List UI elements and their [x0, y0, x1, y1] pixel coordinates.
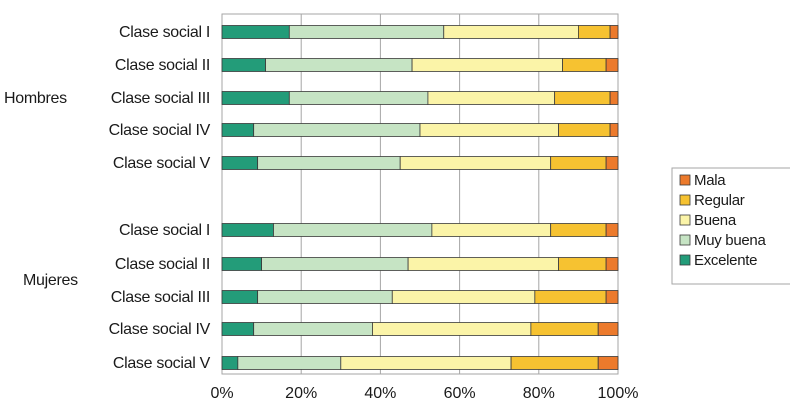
legend-label: Excelente — [694, 252, 757, 269]
group-labels: Hombres Mujeres — [4, 90, 78, 289]
category-label: Clase social V — [113, 155, 211, 172]
bar-segment-buena — [427, 91, 556, 105]
bar-segment-regular — [510, 356, 599, 370]
legend-label: Mala — [694, 172, 726, 189]
legend-swatch — [679, 214, 691, 226]
legend-swatch — [679, 194, 691, 206]
bar-segment-regular — [550, 223, 607, 237]
legend-label: Regular — [694, 192, 745, 209]
grid-lines — [221, 13, 619, 375]
x-tick-label: 80% — [523, 385, 555, 402]
bar-segment-mala — [605, 156, 619, 170]
bar-segment-buena — [340, 356, 512, 370]
x-tick-label: 60% — [444, 385, 476, 402]
group-label: Hombres — [4, 90, 67, 107]
bar-segment-regular — [550, 156, 607, 170]
bar-segment-mala — [605, 290, 619, 304]
bar-segment-muy-buena — [288, 25, 445, 39]
bar-segment-regular — [554, 91, 611, 105]
bar-segment-mala — [597, 322, 619, 336]
legend: Mala Regular Buena Muy buena Excelente — [671, 167, 790, 285]
bar-segment-mala — [609, 123, 619, 137]
bar-segment-muy-buena — [257, 290, 393, 304]
bar-segment-regular — [562, 58, 607, 72]
category-label: Clase social IV — [109, 122, 211, 139]
bar-segment-buena — [443, 25, 579, 39]
bar-segment-buena — [411, 58, 563, 72]
x-axis-tick-labels: 0% 20% 40% 60% 80% 100% — [210, 385, 638, 402]
bar-segment-buena — [419, 123, 560, 137]
category-label: Clase social IV — [109, 321, 211, 338]
bar-segment-excelente — [221, 25, 290, 39]
category-label: Clase social I — [119, 24, 210, 41]
bar-segment-buena — [407, 257, 559, 271]
legend-label: Muy buena — [694, 232, 766, 249]
bar-segment-excelente — [221, 290, 259, 304]
bar-segment-muy-buena — [261, 257, 409, 271]
category-label: Clase social II — [115, 57, 210, 74]
bar-segment-regular — [530, 322, 599, 336]
legend-swatch — [679, 254, 691, 266]
bar-segment-excelente — [221, 322, 255, 336]
bar-segment-regular — [578, 25, 611, 39]
bar-segment-muy-buena — [237, 356, 342, 370]
bar-segment-excelente — [221, 156, 259, 170]
bar-segment-regular — [534, 290, 607, 304]
category-label: Clase social II — [115, 256, 210, 273]
bar-segment-buena — [431, 223, 552, 237]
bar-segment-mala — [609, 91, 619, 105]
bar-segment-mala — [605, 257, 619, 271]
legend-label: Buena — [694, 212, 737, 229]
bar-segment-muy-buena — [253, 123, 421, 137]
category-label: Clase social I — [119, 222, 210, 239]
bars — [221, 25, 619, 370]
bar-segment-muy-buena — [265, 58, 413, 72]
x-tick-label: 40% — [364, 385, 396, 402]
bar-segment-excelente — [221, 58, 266, 72]
bar-segment-muy-buena — [273, 223, 433, 237]
bar-segment-mala — [605, 223, 619, 237]
x-tick-label: 0% — [210, 385, 233, 402]
bar-segment-mala — [609, 25, 619, 39]
bar-segment-excelente — [221, 91, 290, 105]
bar-segment-mala — [597, 356, 619, 370]
x-tick-label: 100% — [598, 385, 639, 402]
bar-segment-regular — [558, 123, 611, 137]
category-labels: Clase social I Clase social II Clase socia… — [109, 24, 211, 372]
category-label: Clase social III — [111, 289, 210, 306]
x-tick-label: 20% — [285, 385, 317, 402]
bar-segment-buena — [391, 290, 536, 304]
bar-segment-regular — [558, 257, 607, 271]
bar-segment-buena — [372, 322, 532, 336]
bar-segment-excelente — [221, 356, 239, 370]
group-label: Mujeres — [23, 272, 78, 289]
plot-frame — [221, 13, 619, 375]
legend-swatch — [679, 174, 691, 186]
category-label: Clase social V — [113, 355, 211, 372]
bar-segment-mala — [605, 58, 619, 72]
bar-segment-buena — [399, 156, 552, 170]
bar-segment-muy-buena — [253, 322, 373, 336]
bar-segment-muy-buena — [257, 156, 401, 170]
legend-box — [671, 167, 790, 285]
bar-segment-excelente — [221, 123, 255, 137]
legend-swatch — [679, 234, 691, 246]
bar-segment-excelente — [221, 257, 262, 271]
category-label: Clase social III — [111, 90, 210, 107]
bar-segment-muy-buena — [288, 91, 429, 105]
bar-segment-excelente — [221, 223, 274, 237]
